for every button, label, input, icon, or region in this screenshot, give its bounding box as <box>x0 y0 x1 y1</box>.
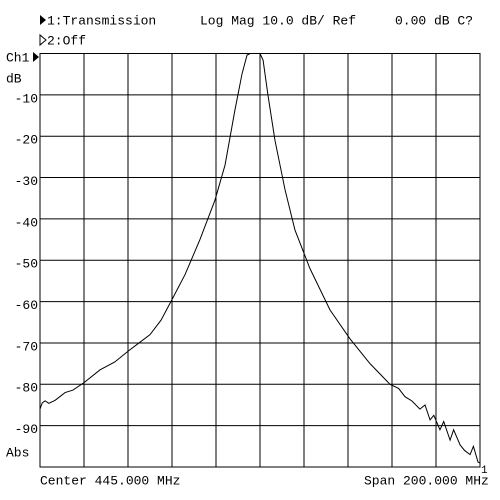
trace2-marker <box>39 33 47 47</box>
y-tick-label: -30 <box>15 174 38 189</box>
center-label: Center 445.000 MHz <box>40 473 180 488</box>
y-tick-label: -10 <box>15 91 38 106</box>
y-tick-label: -20 <box>15 133 38 148</box>
y-tick-label: -50 <box>15 257 38 272</box>
ref-marker: 1 <box>481 465 488 477</box>
y-tick-label: -90 <box>15 422 38 437</box>
y-tick-label: -40 <box>15 215 38 230</box>
unit-label: dB <box>6 71 22 86</box>
y-tick-label: -80 <box>15 381 38 396</box>
trace2-label: 2:Off <box>47 33 86 48</box>
mode-label: Abs <box>6 445 29 460</box>
y-tick-label: -70 <box>15 339 38 354</box>
trace-line <box>39 53 481 464</box>
ref-position-marker <box>33 52 39 62</box>
ref-label: 0.00 dB C? <box>395 13 473 28</box>
y-tick-label: -60 <box>15 298 38 313</box>
span-label: Span 200.000 MHz <box>364 473 489 488</box>
channel-label: Ch1 <box>6 50 30 65</box>
trace1-label: 1:Transmission <box>47 13 156 28</box>
format-label: Log Mag 10.0 dB/ Ref <box>200 13 356 28</box>
trace1-marker <box>40 15 46 25</box>
